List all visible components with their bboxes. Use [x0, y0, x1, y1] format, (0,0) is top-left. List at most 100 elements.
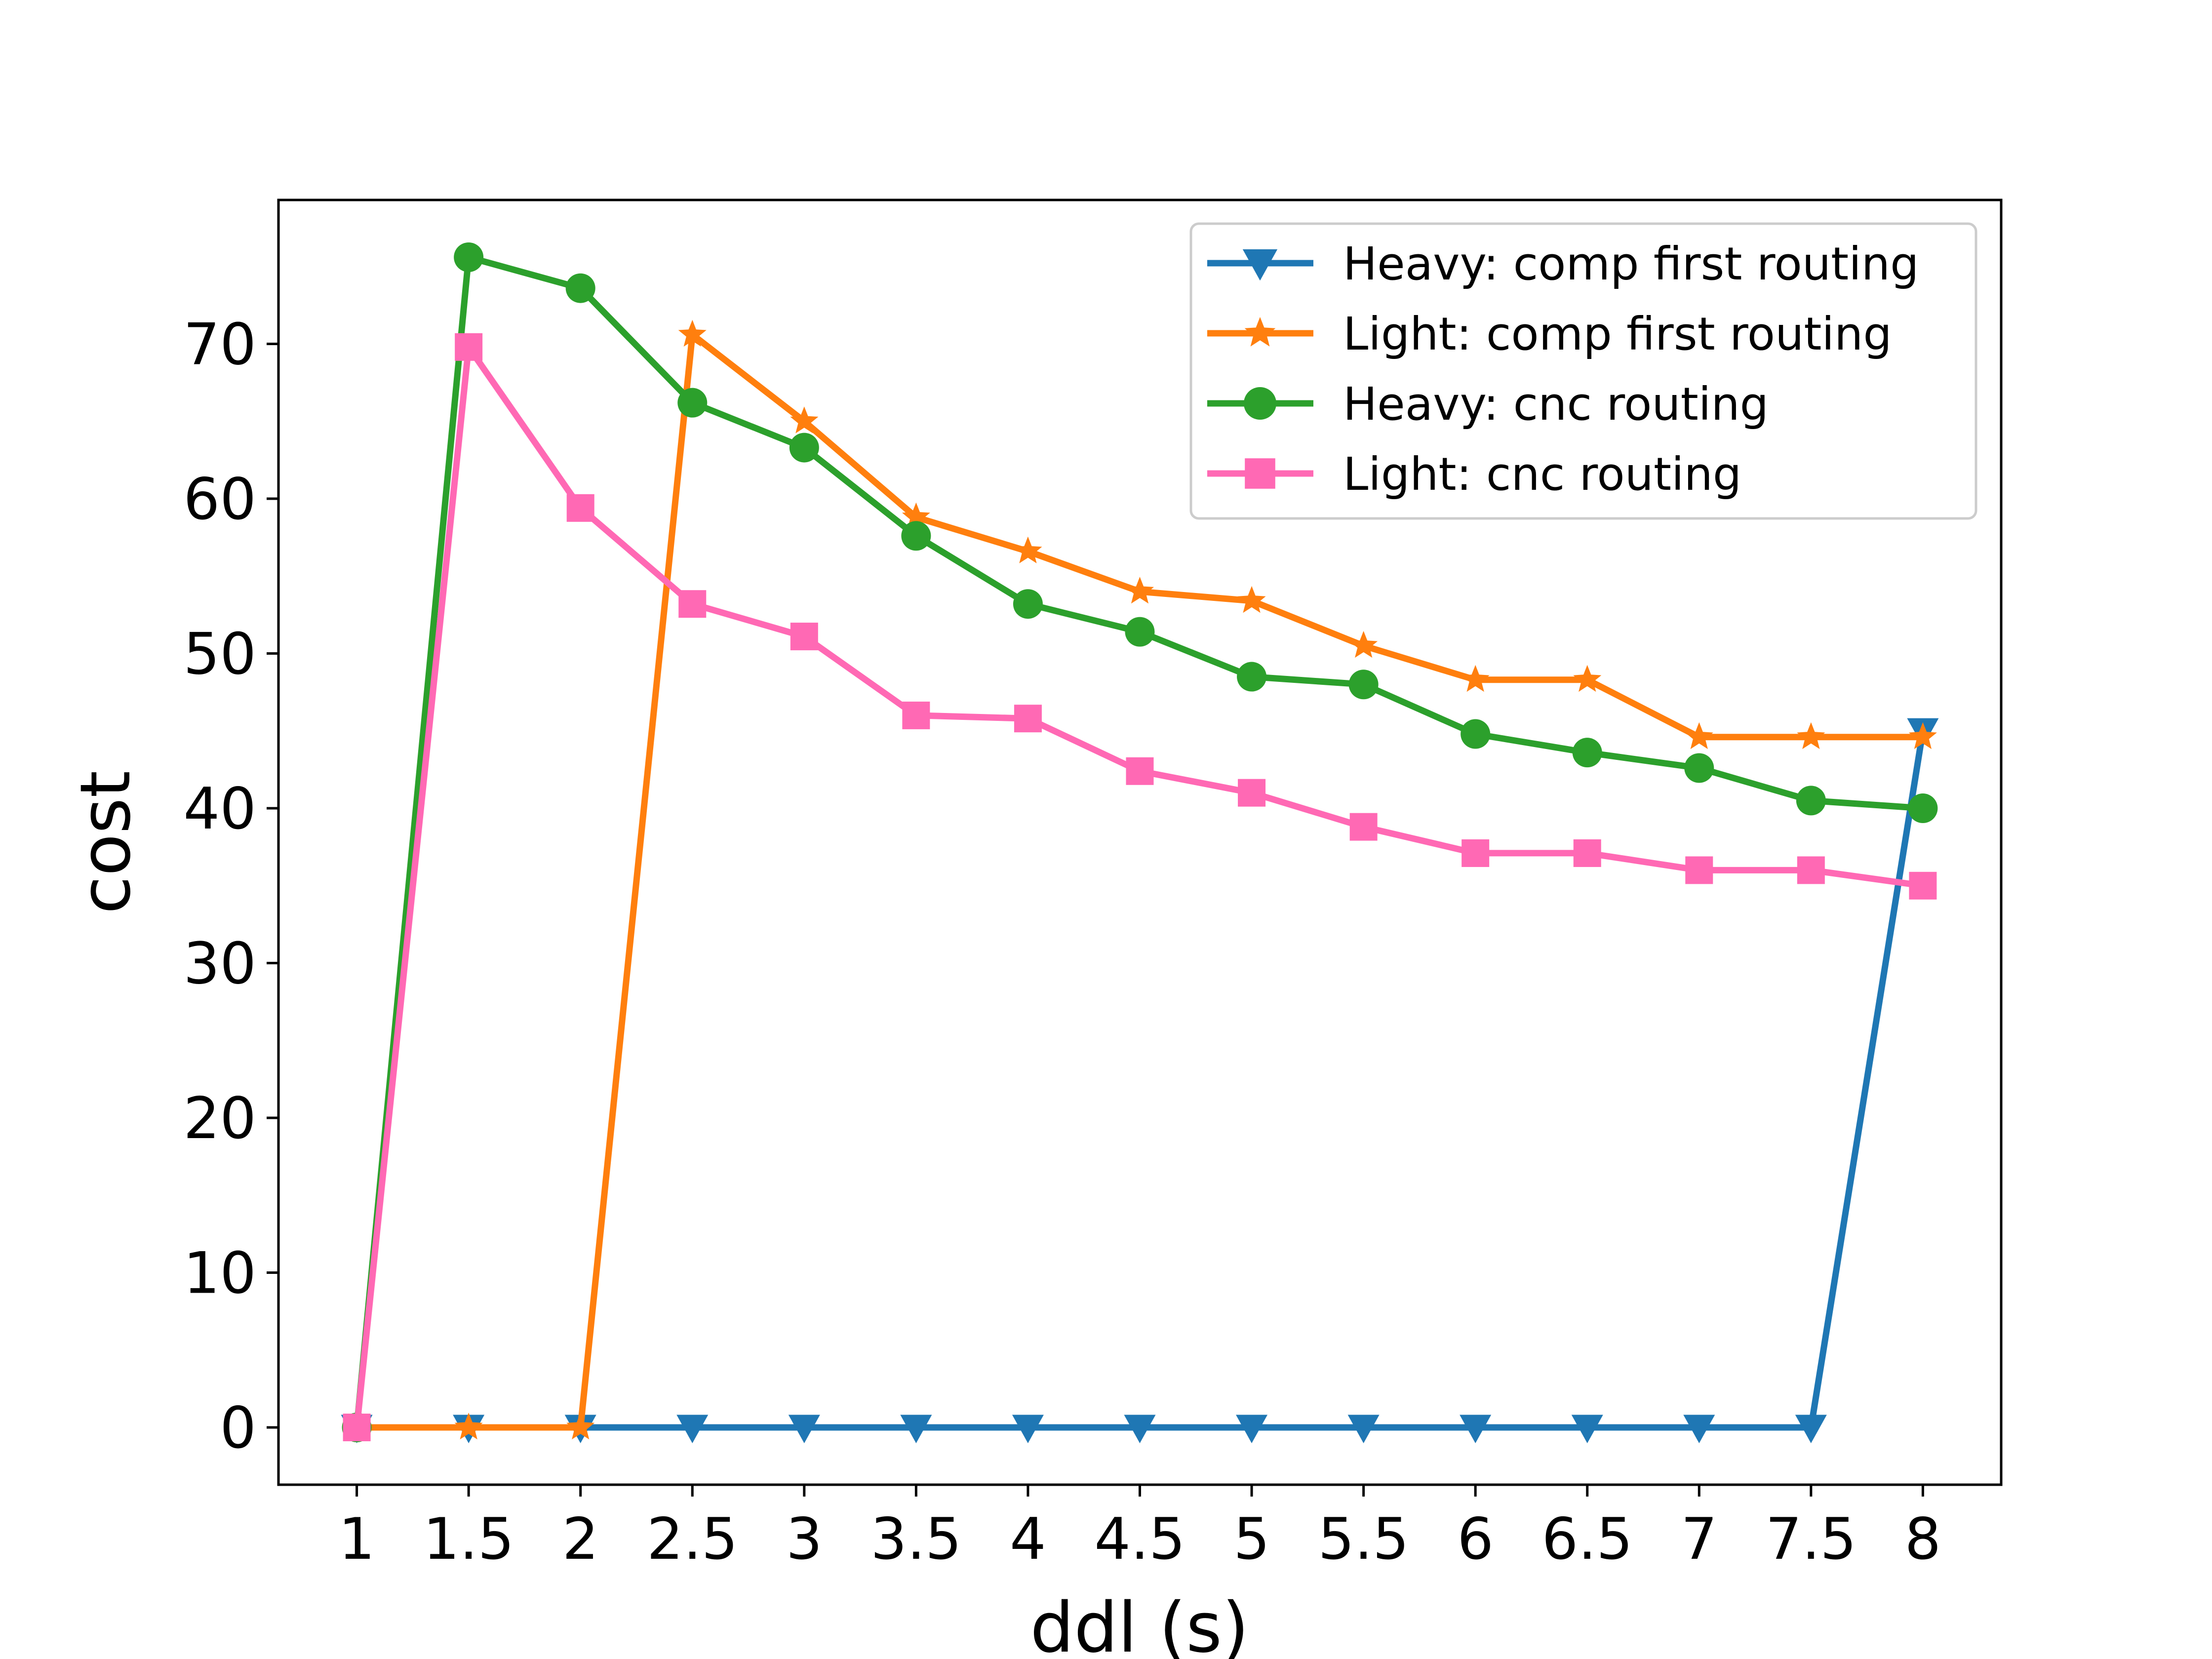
legend-label: Heavy: comp first routing: [1343, 237, 1919, 290]
data-point: [1014, 536, 1042, 563]
data-point: [790, 623, 818, 651]
data-point: [1572, 738, 1602, 768]
legend-item: Heavy: cnc routing: [1207, 378, 1769, 431]
data-point: [1683, 1415, 1715, 1444]
data-point: [1684, 753, 1714, 783]
data-point: [676, 1415, 709, 1444]
x-axis-label: ddl (s): [1030, 1588, 1249, 1659]
data-point: [566, 494, 594, 522]
data-point: [677, 388, 708, 418]
legend-label: Light: cnc routing: [1343, 448, 1741, 501]
data-point: [1571, 1415, 1603, 1444]
series-4: [343, 333, 1937, 1442]
data-point: [900, 1415, 932, 1444]
data-point: [566, 1413, 595, 1440]
data-point: [1237, 662, 1267, 692]
x-tick-label: 6.5: [1541, 1506, 1632, 1573]
x-tick-label: 2: [562, 1506, 599, 1573]
y-tick-label: 20: [183, 1085, 256, 1152]
data-point: [1908, 793, 1938, 824]
data-point: [1909, 871, 1937, 900]
data-point: [1573, 839, 1601, 867]
legend-item: Light: comp first routing: [1207, 308, 1892, 360]
data-point: [1349, 631, 1378, 658]
legend-box: [1189, 222, 1977, 520]
data-point: [1797, 856, 1825, 884]
data-point: [1462, 839, 1490, 867]
data-point: [788, 1415, 820, 1444]
data-point: [455, 333, 483, 361]
data-point: [1125, 617, 1155, 647]
data-point: [565, 273, 595, 303]
data-point: [1796, 786, 1826, 816]
y-axis-label: cost: [66, 771, 146, 914]
y-axis-ticks: 0 10 20 30 40 50 60 70: [183, 312, 278, 1462]
data-point: [1685, 722, 1713, 750]
series-1: [341, 718, 1939, 1444]
data-point: [1012, 1415, 1044, 1444]
data-point: [790, 406, 819, 434]
x-tick-label: 4: [1010, 1506, 1046, 1573]
data-point: [1349, 813, 1378, 841]
legend-marker: [1244, 317, 1276, 347]
data-point: [1685, 856, 1713, 884]
y-tick-label: 10: [183, 1240, 256, 1307]
data-point: [1797, 722, 1825, 750]
data-point: [789, 433, 819, 463]
x-axis-ticks: 1 1.5 2 2.5 3 3.5 4 4.5 5 5.5 6 6.5 7 7.5 8: [339, 1485, 1941, 1573]
legend-label: Heavy: cnc routing: [1343, 378, 1769, 431]
data-point: [1126, 577, 1154, 604]
x-tick-label: 6: [1457, 1506, 1494, 1573]
data-point: [454, 242, 484, 272]
y-tick-label: 0: [220, 1395, 256, 1462]
y-tick-label: 50: [183, 621, 256, 688]
x-tick-label: 5: [1233, 1506, 1270, 1573]
data-point: [1238, 779, 1266, 807]
legend-item: Heavy: comp first routing: [1207, 237, 1919, 290]
data-point: [1013, 589, 1043, 619]
data-point: [1236, 1415, 1268, 1444]
y-tick-label: 70: [183, 312, 256, 378]
legend-label: Light: comp first routing: [1343, 308, 1892, 360]
x-tick-label: 7.5: [1766, 1506, 1856, 1573]
x-tick-label: 8: [1905, 1506, 1941, 1573]
y-tick-label: 60: [183, 466, 256, 533]
data-point: [1124, 1415, 1156, 1444]
data-point: [1795, 1415, 1827, 1444]
legend-item: Light: cnc routing: [1207, 448, 1741, 501]
data-point: [1348, 670, 1379, 700]
data-point: [1237, 586, 1266, 613]
series-layer: [341, 242, 1939, 1444]
x-tick-label: 5.5: [1318, 1506, 1409, 1573]
x-tick-label: 7: [1681, 1506, 1717, 1573]
data-point: [1126, 757, 1154, 785]
legend-marker: [1245, 458, 1275, 489]
data-point: [1460, 1415, 1492, 1444]
y-tick-label: 40: [183, 776, 256, 842]
x-tick-label: 3: [786, 1506, 823, 1573]
data-point: [1014, 705, 1042, 733]
series-2: [343, 319, 1937, 1440]
data-point: [1573, 665, 1602, 692]
legend: Heavy: comp first routing Light: comp fir…: [1189, 222, 1977, 520]
data-point: [678, 590, 707, 618]
data-point: [343, 1414, 371, 1442]
data-point: [902, 502, 930, 529]
x-tick-label: 3.5: [870, 1506, 961, 1573]
x-tick-label: 2.5: [647, 1506, 738, 1573]
data-point: [902, 701, 930, 729]
y-tick-label: 30: [183, 931, 256, 997]
legend-marker: [1242, 249, 1278, 281]
x-tick-label: 4.5: [1094, 1506, 1185, 1573]
x-tick-label: 1: [339, 1506, 375, 1573]
data-point: [1347, 1415, 1380, 1444]
data-point: [1461, 719, 1491, 749]
data-point: [1461, 665, 1490, 692]
legend-marker: [1244, 387, 1276, 420]
data-point: [1908, 722, 1937, 750]
data-point: [678, 319, 707, 347]
x-tick-label: 1.5: [423, 1506, 514, 1573]
data-point: [454, 1413, 483, 1440]
data-point: [901, 521, 931, 551]
